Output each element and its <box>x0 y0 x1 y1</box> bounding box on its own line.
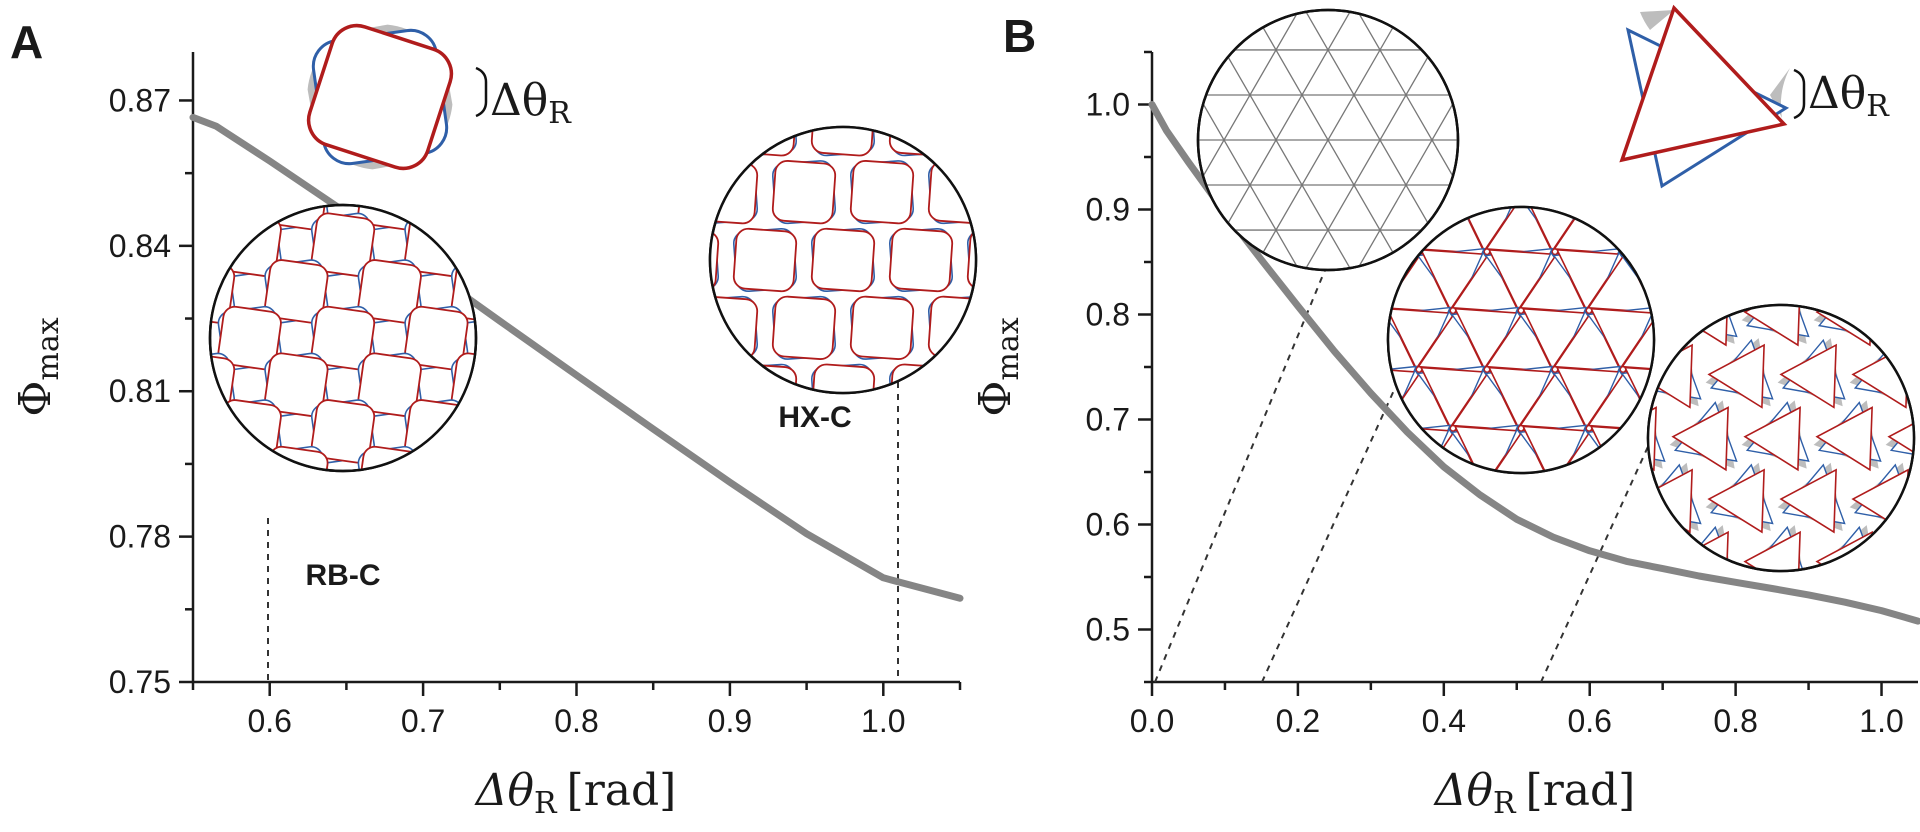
panel-a-letter: A <box>10 16 43 68</box>
triangle-shape-icon <box>1619 4 1790 189</box>
inset-hxc-pattern <box>710 127 976 393</box>
rounded-square-shape-icon <box>306 23 454 171</box>
panel-b-y-title: Φmax <box>970 317 1026 416</box>
y-tick-label: 0.7 <box>1086 402 1130 438</box>
y-tick-label: 0.9 <box>1086 192 1130 228</box>
x-tick-label: 0.6 <box>1567 703 1611 739</box>
panel-b-guide-2 <box>1261 387 1396 683</box>
x-tick-label: 0.6 <box>247 703 291 739</box>
y-tick-label: 0.75 <box>109 664 171 700</box>
inset-triangular-lattice-pattern <box>1198 10 1458 270</box>
x-tick-label: 0.9 <box>708 703 752 739</box>
y-tick-label: 0.84 <box>109 228 171 264</box>
x-tick-label: 1.0 <box>1859 703 1903 739</box>
y-tick-label: 0.87 <box>109 82 171 118</box>
panel-b-guide-1 <box>1154 269 1326 683</box>
panel-a-x-title: ΔθR [rad] <box>474 765 677 821</box>
panel-b: B 0.0 0.2 0.4 0.6 0.8 1.0 0.5 0.6 0.7 0.8 0.9 1.0 Φ… <box>970 4 1920 821</box>
y-tick-label: 0.5 <box>1086 612 1130 648</box>
x-tick-label: 1.0 <box>861 703 905 739</box>
panel-b-guide-3 <box>1540 439 1652 683</box>
panel-a-curve <box>189 113 964 602</box>
inset-hxc-label: HX-C <box>778 401 851 434</box>
y-tick-label: 0.8 <box>1086 297 1130 333</box>
inset-triangle-packing-sparse <box>1646 303 1916 573</box>
inset-rbc-pattern <box>210 205 476 471</box>
rotation-bracket-icon <box>1793 68 1806 120</box>
inset-rbc <box>208 203 478 473</box>
inset-hxc <box>708 125 978 395</box>
y-tick-label: 1.0 <box>1086 87 1130 123</box>
x-tick-label: 0.7 <box>401 703 445 739</box>
x-tick-label: 0.4 <box>1422 703 1466 739</box>
y-tick-label: 0.81 <box>109 373 171 409</box>
panel-b-tick-labels: 0.0 0.2 0.4 0.6 0.8 1.0 0.5 0.6 0.7 0.8 0.9 1.0 <box>1086 87 1904 740</box>
panel-a-tick-labels: 0.6 0.7 0.8 0.9 1.0 0.75 0.78 0.81 0.84 0.87 <box>109 82 906 739</box>
panel-a: A 0.6 0.7 0.8 0.9 1.0 0.75 0.78 0.81 0.84 0.87 Φm… <box>10 16 978 821</box>
panel-b-shape-label: ΔθR <box>1808 68 1890 124</box>
y-tick-label: 0.6 <box>1086 507 1130 543</box>
rotation-bracket-icon <box>475 66 488 118</box>
panel-a-y-title: Φmax <box>10 317 66 416</box>
inset-triangular-lattice <box>1196 8 1460 272</box>
panel-a-shape-label: ΔθR <box>490 75 572 131</box>
panel-b-ticks <box>1138 50 1883 696</box>
x-tick-label: 0.8 <box>1713 703 1757 739</box>
panel-a-ticks <box>179 99 962 696</box>
x-tick-label: 0.0 <box>1130 703 1174 739</box>
x-tick-label: 0.2 <box>1276 703 1320 739</box>
x-tick-label: 0.8 <box>554 703 598 739</box>
panel-b-x-title: ΔθR [rad] <box>1433 765 1636 821</box>
panel-b-letter: B <box>1003 10 1036 62</box>
inset-rbc-label: RB-C <box>306 559 381 592</box>
y-tick-label: 0.78 <box>109 519 171 555</box>
